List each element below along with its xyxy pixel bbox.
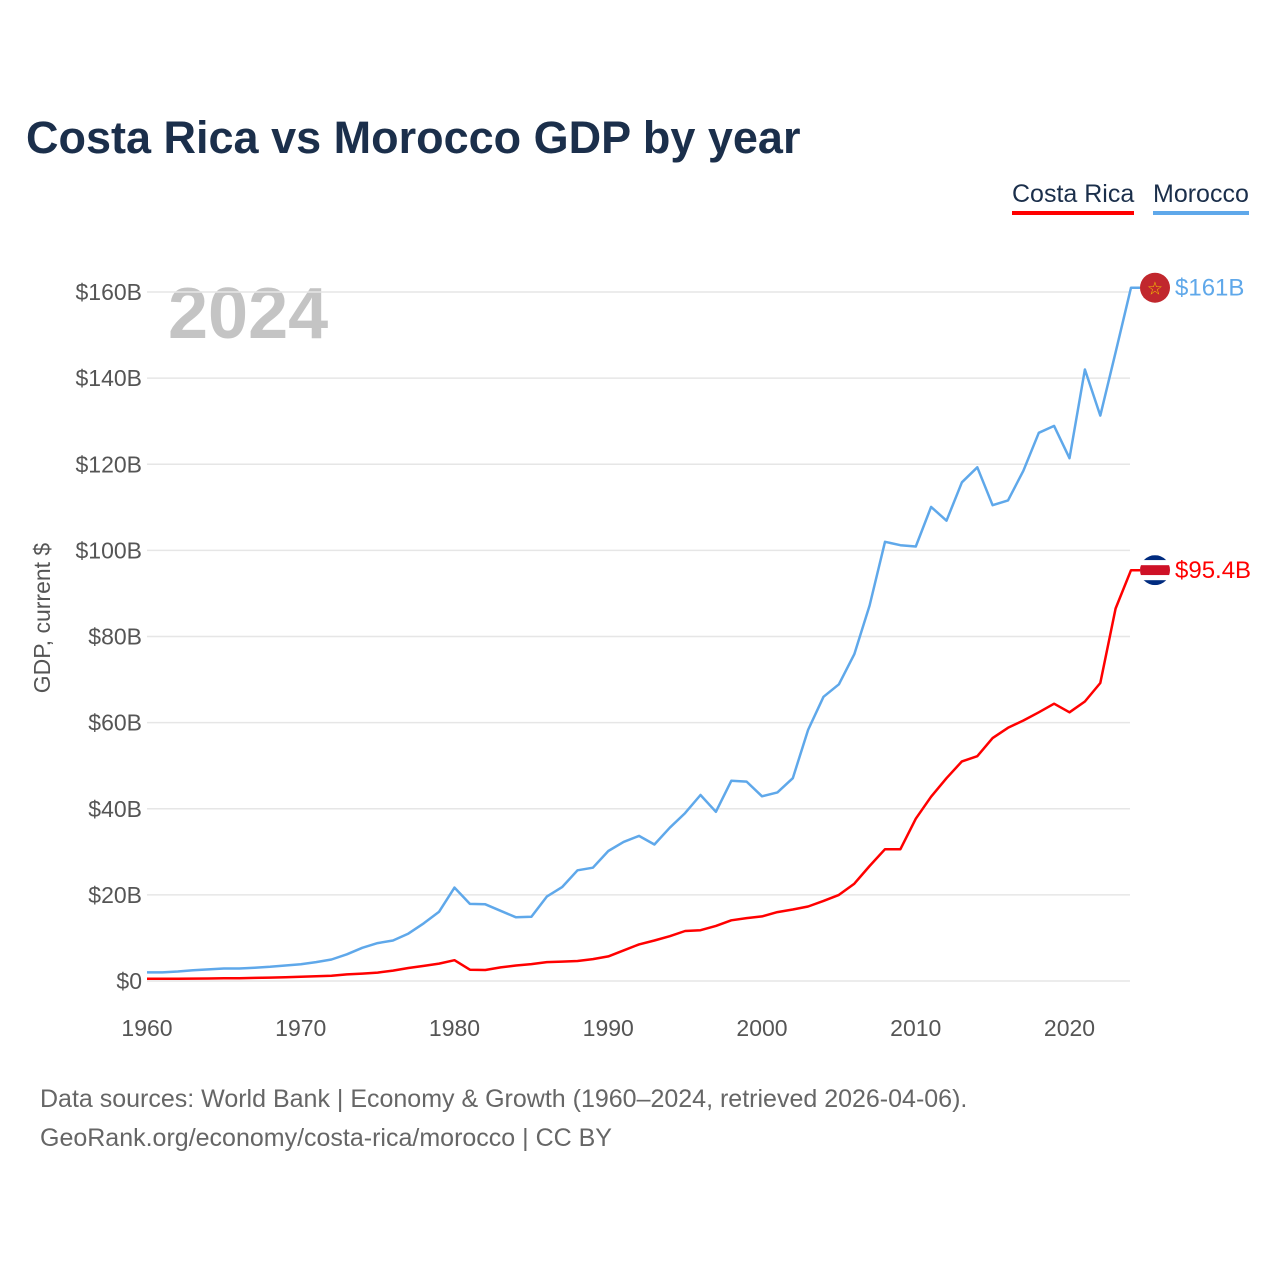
x-tick-label: 1980 [429,1015,480,1041]
y-tick-label: $160B [75,279,142,305]
chart-title: Costa Rica vs Morocco GDP by year [26,112,801,163]
y-tick-label: $140B [75,365,142,391]
x-tick-label: 2000 [736,1015,787,1041]
flag-star-icon: ☆ [1147,279,1163,299]
costa-rica-flag-icon [1140,575,1170,581]
end-value-label: $95.4B [1175,557,1251,584]
y-tick-label: $120B [75,451,142,477]
y-tick-label: $0 [116,968,142,994]
costa-rica-flag-icon [1140,555,1170,561]
y-tick-label: $60B [88,710,142,736]
year-watermark: 2024 [168,274,328,354]
y-tick-label: $80B [88,624,142,650]
end-value-label: $161B [1175,275,1244,302]
footer-link[interactable]: GeoRank.org/economy/costa-rica/morocco |… [40,1124,612,1152]
x-tick-label: 2020 [1044,1015,1095,1041]
series-line-costa-rica [147,568,1140,981]
footer-source: Data sources: World Bank | Economy & Gro… [40,1085,968,1113]
x-tick-label: 1970 [275,1015,326,1041]
costa-rica-flag-icon [1140,565,1170,576]
x-tick-label: 1960 [121,1015,172,1041]
costa-rica-flag-icon [1140,560,1170,566]
legend-morocco[interactable]: Morocco [1153,180,1249,215]
y-tick-label: $40B [88,796,142,822]
series-line-morocco [147,286,1140,974]
y-tick-label: $100B [75,537,142,563]
costa-rica-flag-icon [1140,580,1170,586]
morocco-flag-icon [1140,272,1170,303]
x-tick-label: 2010 [890,1015,941,1041]
legend-costa-rica[interactable]: Costa Rica [1012,180,1135,215]
x-tick-label: 1990 [583,1015,634,1041]
y-axis-label: GDP, current $ [29,543,55,694]
y-tick-label: $20B [88,882,142,908]
